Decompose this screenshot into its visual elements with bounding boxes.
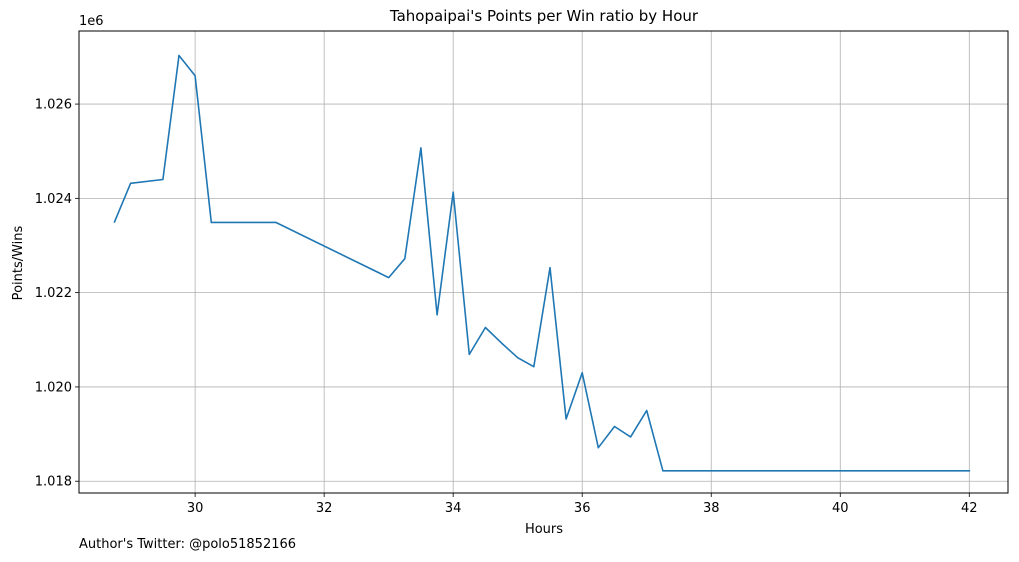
x-tick-label: 30 xyxy=(187,501,204,516)
data-point xyxy=(436,314,438,316)
data-point xyxy=(565,418,567,420)
chart-title: Tahopaipai's Points per Win ratio by Hou… xyxy=(389,7,699,25)
data-point xyxy=(404,258,406,260)
data-point xyxy=(113,221,116,223)
data-point xyxy=(533,366,535,368)
data-point xyxy=(452,191,454,193)
data-point xyxy=(517,357,519,359)
data-point xyxy=(178,54,180,57)
x-axis-label: Hours xyxy=(525,522,563,537)
axis-ticks: 30 32 34 36 38 40 42 1.018 1.020 1.022 1.024 1.026 xyxy=(35,98,978,516)
data-point xyxy=(420,147,422,149)
x-tick-label: 38 xyxy=(703,501,720,516)
y-tick-label: 1.024 xyxy=(35,192,72,207)
x-tick-label: 34 xyxy=(445,501,462,516)
data-point xyxy=(500,342,503,344)
y-tick-label: 1.018 xyxy=(35,475,72,490)
y-axis-offset-label: 1e6 xyxy=(79,14,104,29)
plot-frame xyxy=(78,30,1009,494)
data-point xyxy=(581,372,583,374)
x-tick-label: 36 xyxy=(574,501,591,516)
y-tick-label: 1.020 xyxy=(35,380,72,395)
x-tick-label: 32 xyxy=(316,501,333,516)
data-point xyxy=(130,182,132,184)
x-tick-label: 40 xyxy=(832,501,849,516)
data-point xyxy=(388,276,390,279)
data-point xyxy=(968,470,970,472)
author-credit: Author's Twitter: @polo51852166 xyxy=(79,537,297,552)
y-tick-label: 1.022 xyxy=(35,286,72,301)
y-tick-label: 1.026 xyxy=(35,98,72,113)
data-point xyxy=(646,409,648,412)
y-axis-label: Points/Wins xyxy=(11,225,26,300)
data-point xyxy=(484,326,487,329)
x-tick-label: 42 xyxy=(961,501,978,516)
grid-lines xyxy=(79,31,1008,493)
series-line xyxy=(113,54,971,472)
data-point xyxy=(275,221,277,223)
data-point xyxy=(162,178,164,181)
data-point xyxy=(629,436,632,438)
series-layer xyxy=(113,54,971,472)
data-point xyxy=(549,267,551,269)
data-point xyxy=(613,425,616,428)
data-point xyxy=(210,221,212,223)
data-point xyxy=(468,353,470,355)
data-point xyxy=(597,447,599,449)
data-point xyxy=(662,470,664,472)
data-point xyxy=(194,75,196,77)
